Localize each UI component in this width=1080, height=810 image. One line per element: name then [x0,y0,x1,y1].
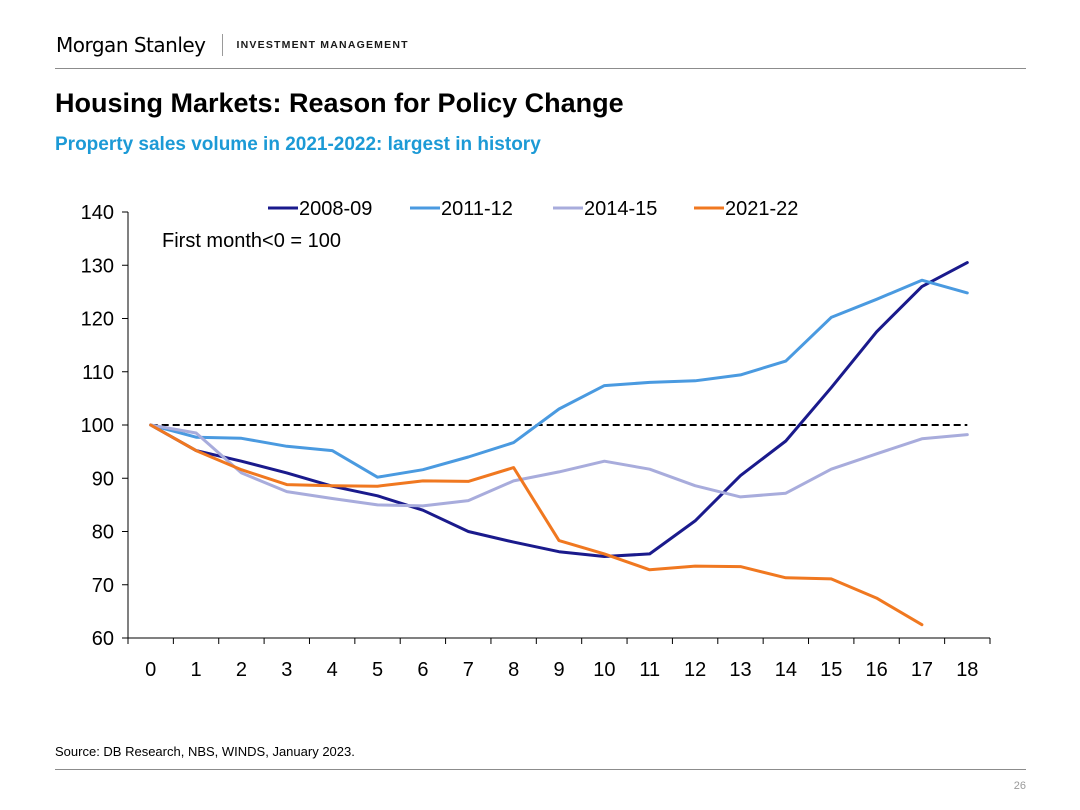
brand-logo: Morgan Stanley [56,33,206,57]
chart-annotation: First month<0 = 100 [162,230,341,252]
legend-label-2008-09: 2008-09 [299,198,372,220]
x-tick-label: 6 [417,659,428,681]
legend-label-2011-12: 2011-12 [441,198,513,220]
brand-separator [221,34,223,56]
y-tick-label: 130 [81,255,114,277]
x-tick-label: 15 [820,659,842,681]
series-line-2021-22 [149,423,924,627]
series-line-2008-09 [149,261,969,558]
brand-header: Morgan Stanley INVESTMENT MANAGEMENT [56,30,409,60]
x-tick-label: 10 [593,659,615,681]
x-tick-label: 4 [327,659,338,681]
x-tick-label: 12 [684,659,706,681]
y-tick-label: 70 [92,575,114,597]
x-tick-label: 2 [236,659,247,681]
source-note: Source: DB Research, NBS, WINDS, January… [55,744,355,759]
x-tick-label: 0 [145,659,156,681]
division-name: INVESTMENT MANAGEMENT [236,39,409,51]
page-number: 26 [1013,780,1026,792]
y-tick-label: 90 [92,468,114,490]
bottom-divider [55,769,1026,770]
top-divider [55,68,1026,69]
y-tick-label: 120 [81,309,114,331]
page-subtitle: Property sales volume in 2021-2022: larg… [55,134,541,155]
y-tick-label: 100 [81,415,114,437]
y-tick-label: 80 [92,522,114,544]
page-title: Housing Markets: Reason for Policy Chang… [55,88,624,118]
x-tick-label: 11 [639,659,660,681]
x-tick-label: 8 [508,659,519,681]
y-tick-label: 110 [82,362,114,384]
series-line-2011-12 [149,278,969,479]
x-tick-label: 13 [729,659,751,681]
x-tick-label: 1 [190,659,201,681]
x-tick-label: 7 [463,659,474,681]
legend-label-2021-22: 2021-22 [725,198,798,220]
x-tick-label: 18 [956,659,978,681]
legend-label-2014-15: 2014-15 [584,198,657,220]
x-tick-label: 5 [372,659,383,681]
y-tick-label: 140 [81,202,114,224]
x-tick-label: 14 [775,659,797,681]
x-tick-label: 17 [911,659,933,681]
y-tick-label: 60 [92,628,114,650]
series-line-2014-15 [149,423,969,508]
x-tick-label: 3 [281,659,292,681]
x-tick-label: 16 [865,659,887,681]
x-tick-label: 9 [553,659,564,681]
